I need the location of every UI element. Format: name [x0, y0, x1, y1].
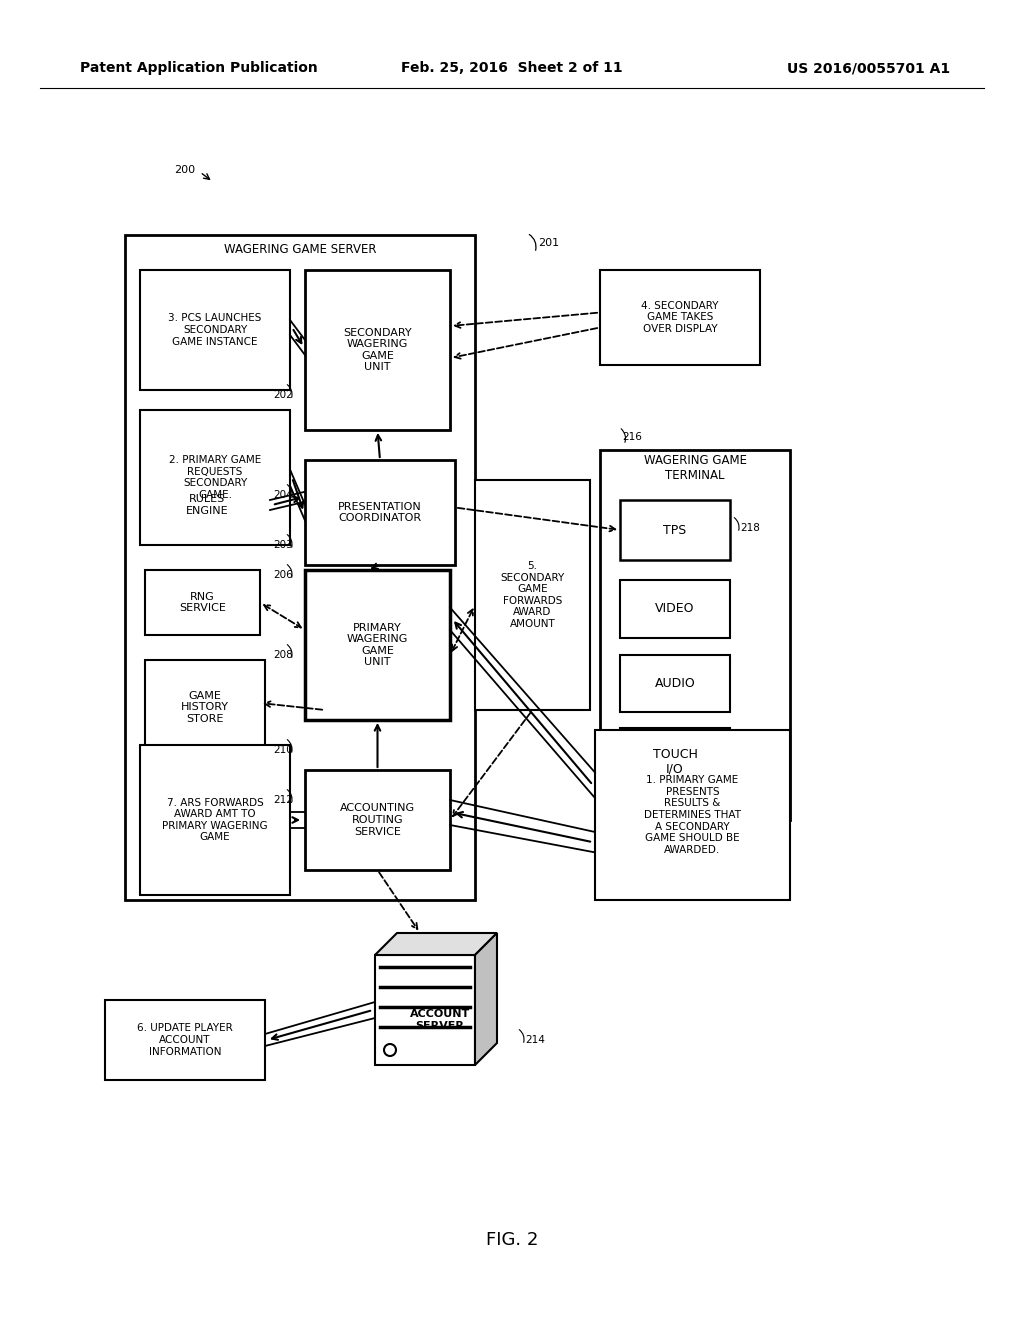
Polygon shape: [475, 933, 497, 1065]
Text: 6. UPDATE PLAYER
ACCOUNT
INFORMATION: 6. UPDATE PLAYER ACCOUNT INFORMATION: [137, 1023, 232, 1056]
Text: TOUCH
I/O: TOUCH I/O: [652, 747, 697, 776]
Bar: [305, 570, 450, 719]
Text: 218: 218: [740, 523, 760, 533]
Text: 202: 202: [273, 389, 293, 400]
Text: 210: 210: [273, 744, 293, 755]
Bar: [600, 271, 760, 366]
Text: ACCOUNTING
ROUTING
SERVICE: ACCOUNTING ROUTING SERVICE: [340, 804, 415, 837]
Bar: [140, 744, 290, 895]
Text: 4. SECONDARY
GAME TAKES
OVER DISPLAY: 4. SECONDARY GAME TAKES OVER DISPLAY: [641, 301, 719, 334]
Text: FIG. 2: FIG. 2: [485, 1232, 539, 1249]
Text: TPS: TPS: [664, 524, 687, 536]
Bar: [620, 655, 730, 711]
Bar: [375, 954, 475, 1065]
Text: 204: 204: [273, 490, 293, 500]
Text: PRIMARY
WAGERING
GAME
UNIT: PRIMARY WAGERING GAME UNIT: [347, 623, 409, 668]
Text: RNG
SERVICE: RNG SERVICE: [179, 591, 226, 614]
Text: 208: 208: [273, 649, 293, 660]
Text: WAGERING GAME
TERMINAL: WAGERING GAME TERMINAL: [643, 454, 746, 482]
Text: WAGERING GAME SERVER: WAGERING GAME SERVER: [224, 243, 376, 256]
Bar: [140, 271, 290, 389]
Text: 214: 214: [525, 1035, 545, 1045]
Text: 203: 203: [273, 540, 293, 550]
Text: RULES
ENGINE: RULES ENGINE: [186, 494, 228, 516]
Bar: [145, 470, 270, 540]
Bar: [125, 235, 475, 900]
Polygon shape: [375, 933, 497, 954]
Bar: [145, 660, 265, 755]
Bar: [620, 729, 730, 795]
Bar: [595, 730, 790, 900]
Text: GAME
HISTORY
STORE: GAME HISTORY STORE: [181, 690, 229, 725]
Bar: [145, 570, 260, 635]
Text: 5.
SECONDARY
GAME
FORWARDS
AWARD
AMOUNT: 5. SECONDARY GAME FORWARDS AWARD AMOUNT: [501, 561, 564, 630]
Bar: [600, 450, 790, 820]
Bar: [620, 500, 730, 560]
Text: SECONDARY
WAGERING
GAME
UNIT: SECONDARY WAGERING GAME UNIT: [343, 327, 412, 372]
Text: US 2016/0055701 A1: US 2016/0055701 A1: [786, 61, 950, 75]
Text: PRESENTATION
COORDINATOR: PRESENTATION COORDINATOR: [338, 502, 422, 523]
Text: 2. PRIMARY GAME
REQUESTS
SECONDARY
GAME.: 2. PRIMARY GAME REQUESTS SECONDARY GAME.: [169, 455, 261, 500]
Bar: [140, 411, 290, 545]
Text: Patent Application Publication: Patent Application Publication: [80, 61, 317, 75]
Text: VIDEO: VIDEO: [655, 602, 694, 615]
Text: 1. PRIMARY GAME
PRESENTS
RESULTS &
DETERMINES THAT
A SECONDARY
GAME SHOULD BE
AW: 1. PRIMARY GAME PRESENTS RESULTS & DETER…: [644, 775, 741, 855]
Text: AUDIO: AUDIO: [654, 677, 695, 690]
Text: 206: 206: [273, 570, 293, 579]
Text: 7. ARS FORWARDS
AWARD AMT TO
PRIMARY WAGERING
GAME: 7. ARS FORWARDS AWARD AMT TO PRIMARY WAG…: [162, 797, 268, 842]
Text: 3. PCS LAUNCHES
SECONDARY
GAME INSTANCE: 3. PCS LAUNCHES SECONDARY GAME INSTANCE: [168, 313, 262, 347]
Bar: [475, 480, 590, 710]
Bar: [305, 459, 455, 565]
Bar: [105, 1001, 265, 1080]
Text: 201: 201: [538, 238, 559, 248]
Bar: [305, 770, 450, 870]
Text: 212: 212: [273, 795, 293, 805]
Text: 216: 216: [622, 432, 642, 442]
Text: 200: 200: [174, 165, 196, 176]
Bar: [305, 271, 450, 430]
Text: ACCOUNT
SERVER: ACCOUNT SERVER: [410, 1010, 470, 1031]
Text: Feb. 25, 2016  Sheet 2 of 11: Feb. 25, 2016 Sheet 2 of 11: [401, 61, 623, 75]
Bar: [620, 579, 730, 638]
